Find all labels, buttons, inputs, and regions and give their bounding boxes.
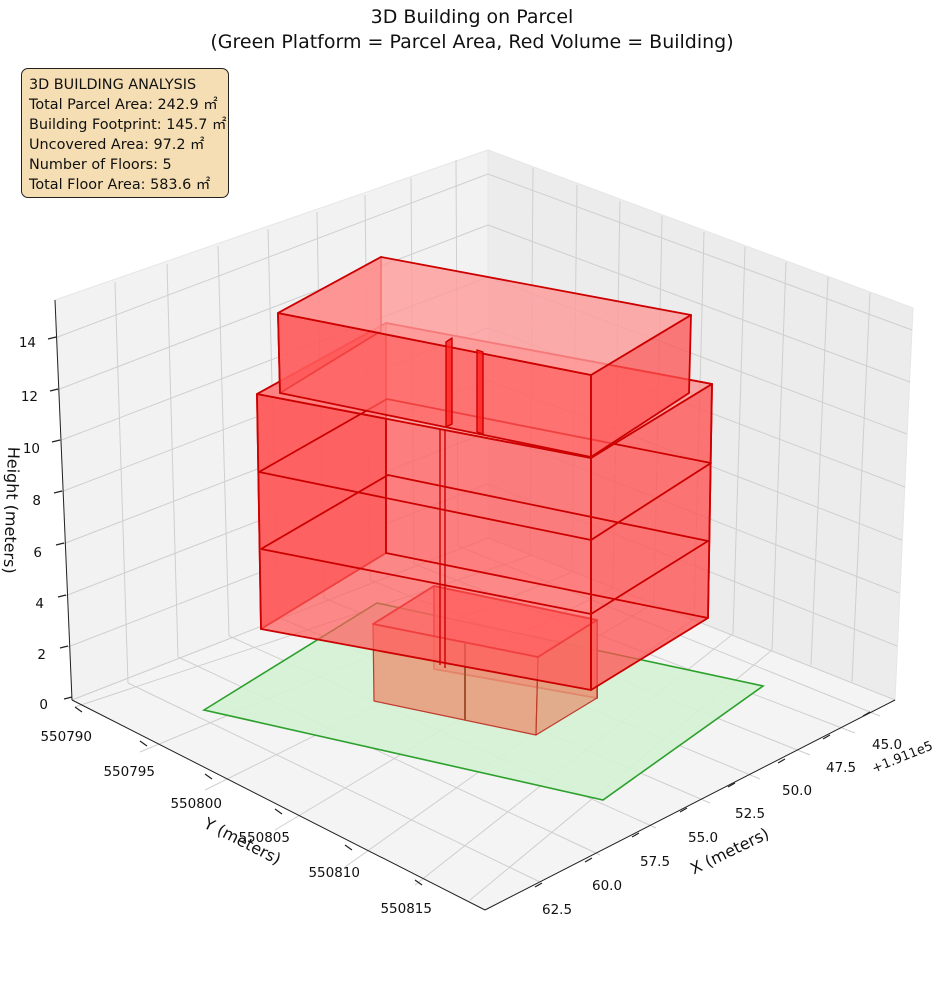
z-tick-14: 14 bbox=[19, 335, 36, 351]
floor-line-3 bbox=[258, 398, 712, 541]
y-tick-550805: 550805 bbox=[238, 830, 290, 846]
z-tick-marks bbox=[47, 336, 73, 700]
x-tick-60: 60.0 bbox=[592, 878, 622, 894]
building-footprint: Building Footprint: 145.7 ㎡ bbox=[29, 117, 227, 133]
x-tick-62-5: 62.5 bbox=[542, 902, 572, 918]
x-tick-marks bbox=[534, 711, 871, 888]
chart-title: 3D Building on Parcel bbox=[370, 6, 574, 28]
z-tick-6: 6 bbox=[33, 545, 42, 561]
z-tick-8: 8 bbox=[32, 493, 41, 509]
chart-subtitle: (Green Platform = Parcel Area, Red Volum… bbox=[210, 31, 734, 53]
z-tick-4: 4 bbox=[35, 596, 44, 612]
building-volume bbox=[256, 256, 713, 736]
y-tick-550800: 550800 bbox=[170, 796, 222, 812]
z-tick-12: 12 bbox=[21, 389, 38, 405]
z-tick-labels: 0 2 4 6 8 10 12 14 bbox=[19, 335, 48, 713]
roof-fin-2 bbox=[476, 349, 484, 435]
total-floor-area: Total Floor Area: 583.6 ㎡ bbox=[29, 177, 211, 193]
x-tick-55: 55.0 bbox=[688, 830, 718, 846]
z-tick-10: 10 bbox=[23, 441, 40, 457]
floor-line-2 bbox=[260, 474, 709, 615]
x-tick-labels: 45.0 47.5 50.0 52.5 55.0 57.5 60.0 62.5 bbox=[542, 737, 902, 918]
uncovered-area: Uncovered Area: 97.2 ㎡ bbox=[29, 137, 205, 153]
top-floor-roof bbox=[277, 256, 692, 376]
total-parcel-area: Total Parcel Area: 242.9 ㎡ bbox=[29, 97, 218, 113]
z-axis-label: Height (meters) bbox=[0, 446, 23, 574]
y-tick-550795: 550795 bbox=[103, 764, 155, 780]
axis-lines bbox=[54, 299, 896, 911]
y-tick-labels: 550790 550795 550800 550805 550810 55081… bbox=[40, 729, 432, 917]
x-tick-52-5: 52.5 bbox=[735, 806, 765, 822]
analysis-heading: 3D BUILDING ANALYSIS bbox=[29, 77, 197, 93]
x-tick-45: 45.0 bbox=[872, 737, 902, 753]
z-tick-0: 0 bbox=[39, 697, 48, 713]
x-tick-50: 50.0 bbox=[782, 783, 812, 799]
y-tick-marks bbox=[74, 706, 423, 886]
x-tick-57-5: 57.5 bbox=[640, 854, 670, 870]
analysis-box: 3D BUILDING ANALYSIS Total Parcel Area: … bbox=[21, 68, 229, 198]
y-tick-550790: 550790 bbox=[40, 729, 92, 745]
y-tick-550810: 550810 bbox=[308, 865, 360, 881]
roof-fin-1 bbox=[445, 337, 453, 428]
y-tick-550815: 550815 bbox=[380, 901, 432, 917]
x-tick-47-5: 47.5 bbox=[826, 760, 856, 776]
number-of-floors: Number of Floors: 5 bbox=[29, 157, 172, 173]
z-tick-2: 2 bbox=[37, 647, 46, 663]
